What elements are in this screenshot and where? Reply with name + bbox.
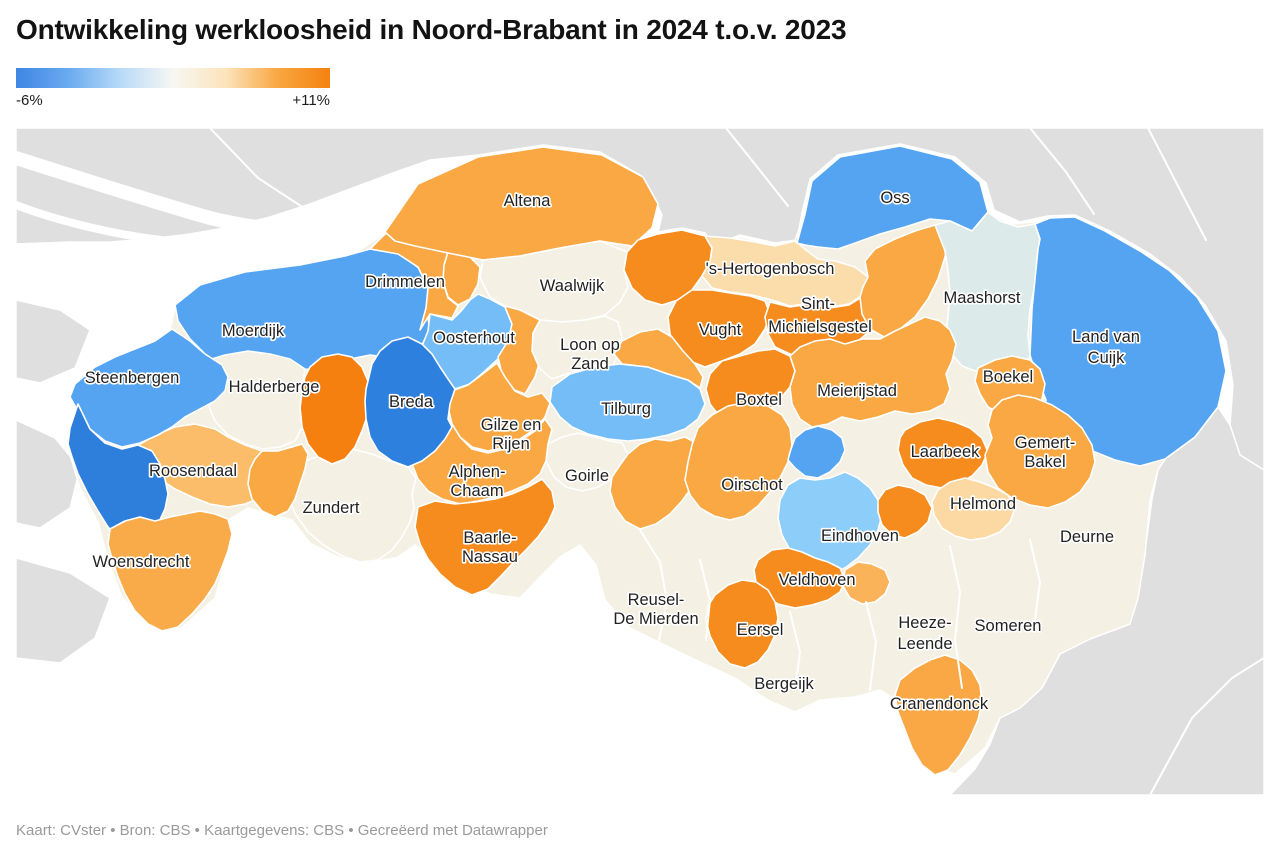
map-svg: Moerdijk Drimmelen Altena Oosterhout Waalwij… xyxy=(9,127,1265,796)
municipal-boundary-line xyxy=(209,127,311,213)
municipality-breda[interactable] xyxy=(364,336,456,468)
river-channel xyxy=(12,201,174,245)
municipality-label-heeze-leende: Leende xyxy=(897,635,952,653)
municipality-label-reusel-de-mierden: Reusel- xyxy=(628,591,685,609)
municipality-label-veldhoven: Veldhoven xyxy=(778,571,855,589)
municipality-nuenen[interactable] xyxy=(877,484,933,539)
municipality-label-woensdrecht: Woensdrecht xyxy=(93,553,190,571)
municipality-vught[interactable] xyxy=(667,289,771,368)
municipality-label-vught: Vught xyxy=(699,321,742,339)
neighbors-west-island-3 xyxy=(15,557,111,664)
municipality-sint-michielsgestel[interactable] xyxy=(764,296,876,358)
municipality-geertruidenberg[interactable] xyxy=(442,251,481,306)
municipality-label-sint-michielsgestel: Michielsgestel xyxy=(768,318,872,336)
municipal-boundary-line xyxy=(1147,127,1207,241)
municipality-waalre[interactable] xyxy=(842,561,891,605)
municipality-son-en-breugel[interactable] xyxy=(787,425,846,479)
municipal-boundary-line xyxy=(1149,657,1265,796)
municipality-label-gemert-bakel: Bakel xyxy=(1024,453,1065,471)
municipality-label-land-van-cuijk: Cuijk xyxy=(1088,349,1125,367)
municipal-boundary-line xyxy=(639,529,669,641)
municipality-label-waalwijk: Waalwijk xyxy=(540,277,605,295)
municipality-label-oosterhout: Oosterhout xyxy=(433,329,515,347)
municipality-label-cranendonck: Cranendonck xyxy=(890,695,989,713)
municipal-boundary-line xyxy=(789,611,802,691)
municipality-label-oirschot: Oirschot xyxy=(721,476,783,494)
municipal-boundary-line xyxy=(1029,539,1042,629)
municipality-label-laarbeek: Laarbeek xyxy=(911,443,981,461)
municipal-boundary-line xyxy=(949,545,963,689)
municipality-hilvarenbeek[interactable] xyxy=(609,436,706,530)
municipality-label-goirle: Goirle xyxy=(565,467,609,485)
municipality-label-baarle-nassau: Nassau xyxy=(462,548,518,566)
municipality-woensdrecht[interactable] xyxy=(107,510,233,632)
municipality-label-heeze-leende: Heeze- xyxy=(898,614,951,632)
legend-labels: -6% +11% xyxy=(16,92,330,109)
municipality-eindhoven[interactable] xyxy=(777,471,883,573)
municipality-halderberge[interactable] xyxy=(202,350,306,450)
page-title: Ontwikkeling werkloosheid in Noord-Braba… xyxy=(16,14,847,45)
municipality-steenbergen[interactable] xyxy=(69,328,229,448)
municipality-rucphen[interactable] xyxy=(247,443,309,518)
municipality-label-oss: Oss xyxy=(880,189,909,207)
municipal-boundary-line xyxy=(725,127,789,207)
municipality-oirschot[interactable] xyxy=(684,401,793,521)
municipality-label-reusel-de-mierden: De Mierden xyxy=(613,610,698,628)
legend-gradient-bar xyxy=(16,68,330,88)
municipality-laarbeek[interactable] xyxy=(897,417,989,489)
municipality-label-halderberge: Halderberge xyxy=(229,378,320,396)
municipality-label-loon-op-zand: Zand xyxy=(571,355,609,373)
municipality-baarle-nassau[interactable] xyxy=(414,478,556,596)
municipality-label-deurne: Deurne xyxy=(1060,528,1114,546)
municipality-label-loon-op-zand: Loon op xyxy=(560,336,620,354)
municipality-label-breda: Breda xyxy=(389,393,434,411)
attribution-footer: Kaart: CVster • Bron: CBS • Kaartgegeven… xyxy=(16,822,548,839)
municipality-label-helmond: Helmond xyxy=(950,495,1016,513)
municipality-label-gilze-en-rijen: Gilze en xyxy=(481,416,542,434)
river-channel xyxy=(9,151,347,243)
municipality-label-sint-michielsgestel: Sint- xyxy=(801,295,835,313)
municipality-label-boxtel: Boxtel xyxy=(736,391,782,409)
municipality-label-gemert-bakel: Gemert- xyxy=(1015,434,1076,452)
municipality-label-alphen-chaam: Alphen- xyxy=(449,463,506,481)
municipal-boundary-line xyxy=(1029,127,1095,215)
municipality-waalwijk[interactable] xyxy=(479,240,629,323)
municipality-meierijstad[interactable] xyxy=(789,316,957,428)
municipality-label-roosendaal: Roosendaal xyxy=(149,462,237,480)
choropleth-map: Moerdijk Drimmelen Altena Oosterhout Waalwij… xyxy=(9,127,1265,796)
municipal-boundary-line xyxy=(699,559,712,641)
municipality-oisterwijk[interactable] xyxy=(613,328,704,389)
municipality-label-meierijstad: Meierijstad xyxy=(817,382,897,400)
municipality-bernheze[interactable] xyxy=(859,224,949,338)
municipality-zundert[interactable] xyxy=(285,448,417,563)
municipality-label-moerdijk: Moerdijk xyxy=(222,322,285,340)
municipality-label-steenbergen: Steenbergen xyxy=(85,369,180,387)
municipality-label-land-van-cuijk: Land van xyxy=(1072,328,1140,346)
municipality-label-someren: Someren xyxy=(975,617,1042,635)
municipal-boundary-line xyxy=(865,601,878,691)
municipality-label-eindhoven: Eindhoven xyxy=(821,527,899,545)
municipality-land-van-cuijk[interactable] xyxy=(1029,216,1227,467)
municipality-label-maashorst: Maashorst xyxy=(943,289,1020,307)
municipality-label-altena: Altena xyxy=(504,192,552,210)
municipality-cranendonck[interactable] xyxy=(894,654,983,776)
legend-min-label: -6% xyxy=(16,92,43,109)
municipality-label-alphen-chaam: Chaam xyxy=(450,482,503,500)
neighbors-west-island-2 xyxy=(15,419,81,529)
municipality-s-hertogenbosch[interactable] xyxy=(701,235,869,308)
municipality-label-s-hertogenbosch: 's-Hertogenbosch xyxy=(706,260,835,278)
municipality-label-zundert: Zundert xyxy=(303,499,360,517)
municipality-label-tilburg: Tilburg xyxy=(601,400,651,418)
municipality-label-boekel: Boekel xyxy=(983,368,1033,386)
municipality-label-eersel: Eersel xyxy=(737,621,784,639)
neighbors-north-and-northeast xyxy=(15,127,1265,471)
legend-max-label: +11% xyxy=(292,92,330,109)
municipality-label-baarle-nassau: Baarle- xyxy=(463,529,516,547)
neighbors-west-island-1 xyxy=(15,299,91,384)
municipality-label-drimmelen: Drimmelen xyxy=(365,273,445,291)
municipality-label-gilze-en-rijen: Rijen xyxy=(492,435,530,453)
municipality-label-bergeijk: Bergeijk xyxy=(754,675,814,693)
municipality-helmond[interactable] xyxy=(931,477,1016,541)
municipality-eersel[interactable] xyxy=(705,579,779,669)
